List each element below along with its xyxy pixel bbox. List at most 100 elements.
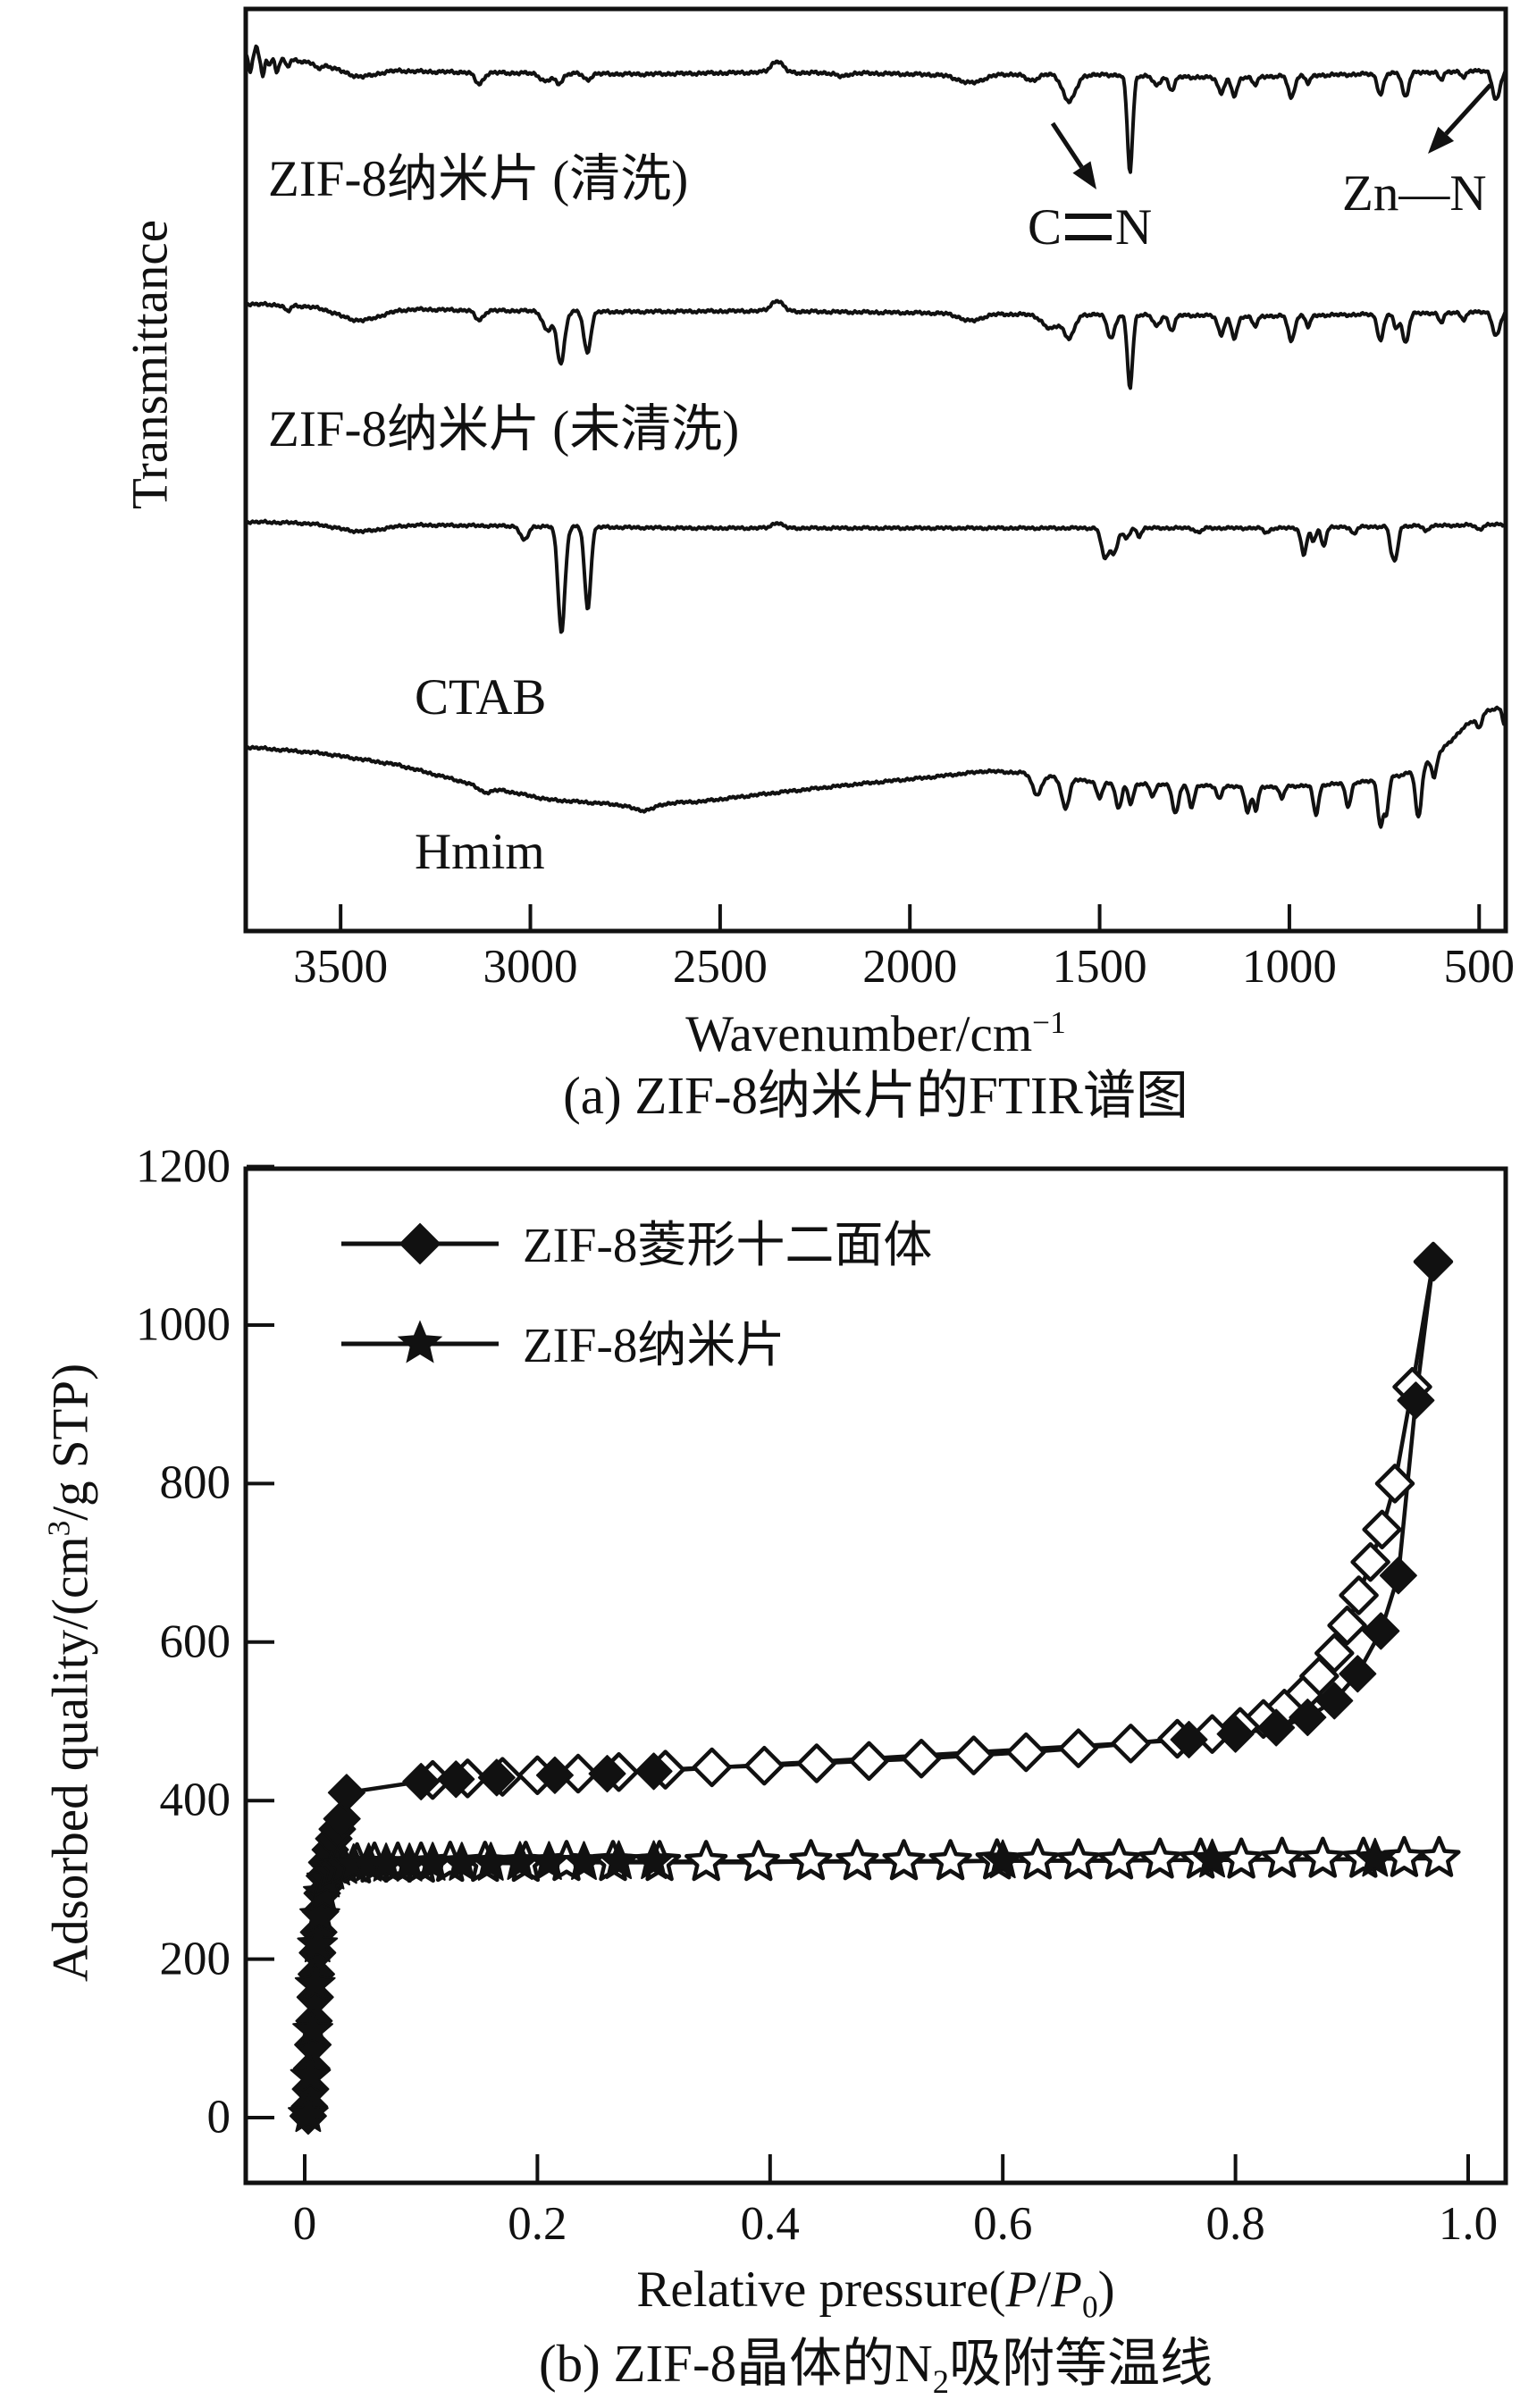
panel-b-y-axis-label-post: /g STP) — [42, 1363, 99, 1521]
star-marker-desorption — [684, 1840, 728, 1882]
panel-b-y-axis-label-sup: 3 — [41, 1520, 77, 1537]
star-marker-desorption — [882, 1839, 926, 1881]
panel-b-y-tick-1200: 1200 — [136, 1140, 231, 1193]
annotation-zn-n: Zn—N — [1342, 165, 1487, 222]
diamond-marker-adsorption — [1414, 1243, 1452, 1281]
diamond-marker-desorption — [901, 1738, 942, 1779]
diamond-marker-adsorption — [1216, 1715, 1255, 1753]
star-marker-adsorption — [294, 1963, 336, 2002]
panel-b-caption: (b) ZIF-8晶体的N2吸附等温线 — [539, 2337, 1213, 2398]
star-marker-adsorption — [633, 1840, 675, 1880]
diamond-marker-desorption — [1350, 1541, 1390, 1582]
trace-label-zif8-unwashed: ZIF-8纳米片 (未清洗) — [268, 401, 740, 457]
ftir-trace-2 — [245, 518, 1507, 634]
diamond-marker-adsorption — [477, 1758, 516, 1797]
trace-label-hmim: Hmim — [415, 824, 545, 880]
star-marker-desorption — [1260, 1836, 1304, 1878]
diamond-marker-adsorption — [1362, 1612, 1400, 1650]
star-marker-adsorption — [1355, 1837, 1396, 1877]
diamond-marker-adsorption — [327, 1774, 365, 1812]
trace-label-zif8-washed: ZIF-8纳米片 (清洗) — [268, 151, 689, 207]
annotation-c-n-left: C — [1028, 199, 1062, 256]
panel-a-x-tick-2500: 2500 — [672, 941, 768, 993]
diamond-marker-adsorption — [634, 1752, 673, 1791]
panel-b-x-tick-1.0: 1.0 — [1438, 2198, 1499, 2250]
panel-b-y-tick-400: 400 — [159, 1774, 231, 1826]
diamond-marker-adsorption — [402, 1762, 441, 1800]
star-marker-desorption — [789, 1839, 833, 1881]
diamond-marker-desorption — [1339, 1575, 1379, 1615]
panel-b-y-tick-200: 200 — [159, 1933, 231, 1985]
panel-b-caption-sub: 2 — [932, 2362, 950, 2400]
panel-a-x-tick-3000: 3000 — [483, 941, 578, 993]
panel-b-y-tick-600: 600 — [159, 1615, 231, 1668]
panel-a-x-axis-label-text: Wavenumber/cm — [685, 1006, 1033, 1062]
panel-b-y-tick-800: 800 — [159, 1456, 231, 1509]
star-marker-desorption — [1016, 1838, 1060, 1880]
star-marker-desorption — [1138, 1837, 1182, 1879]
panel-b-x-axis-label-P2: P — [1051, 2261, 1082, 2318]
panel-b-x-axis-label-slash: / — [1037, 2261, 1052, 2318]
star-marker-adsorption — [288, 2093, 329, 2133]
panel-a-x-tick-2000: 2000 — [862, 941, 958, 993]
panel-b-caption-pre: (b) ZIF-8晶体的N — [538, 2334, 933, 2393]
star-marker-adsorption — [982, 1839, 1024, 1879]
star-marker-adsorption — [1191, 1838, 1233, 1878]
panel-a-y-axis-label: Transmittance — [122, 219, 179, 510]
star-marker-desorption — [1056, 1838, 1100, 1880]
diamond-marker-desorption — [1362, 1509, 1402, 1550]
panel-b-x-axis-label: Relative pressure(P/P0) — [636, 2264, 1114, 2323]
panel-b-x-tick-0.8: 0.8 — [1205, 2198, 1265, 2250]
panel-b-y-tick-0: 0 — [206, 2091, 231, 2144]
series-1-adsorption-line — [306, 1857, 1375, 2115]
legend-label-nanosheet: ZIF-8纳米片 — [523, 1318, 785, 1372]
arrow-c-n — [1072, 161, 1096, 189]
panel-b-y-axis-label-pre: Adsorbed quality/(cm — [42, 1536, 99, 1983]
star-marker-desorption — [1417, 1835, 1461, 1877]
panel-b-x-axis-label-sub: 0 — [1081, 2289, 1098, 2325]
ftir-trace-0 — [244, 44, 1507, 174]
diamond-marker-adsorption — [1257, 1708, 1296, 1747]
annotation-c-n-right: N — [1115, 199, 1153, 256]
series-0-adsorption-line — [306, 1261, 1436, 2117]
diamond-marker-desorption — [1058, 1728, 1099, 1768]
diamond-marker-adsorption — [437, 1760, 475, 1799]
diamond-marker-desorption — [796, 1743, 837, 1783]
diamond-marker-desorption — [1374, 1464, 1415, 1504]
double-bond-glyph — [1065, 214, 1113, 240]
panel-b-y-axis-label: Adsorbed quality/(cm3/g STP) — [41, 1363, 99, 1983]
diamond-marker-adsorption — [1289, 1699, 1327, 1737]
diamond-marker-adsorption — [1339, 1655, 1377, 1693]
panel-b-x-axis-label-pre: Relative pressure( — [636, 2261, 1006, 2318]
panel-b-x-tick-0: 0 — [292, 2198, 317, 2250]
panel-b-caption-post: 吸附等温线 — [949, 2334, 1213, 2393]
legend-diamond-marker — [399, 1222, 441, 1265]
star-marker-desorption — [1097, 1838, 1141, 1880]
star-marker-adsorption — [292, 2009, 333, 2048]
star-marker-adsorption — [297, 1923, 339, 1963]
panel-a-x-axis-label-sup: −1 — [1032, 1005, 1066, 1040]
panel-a-x-tick-1000: 1000 — [1241, 941, 1337, 993]
panel-a-x-tick-1500: 1500 — [1052, 941, 1147, 993]
star-marker-desorption — [928, 1839, 972, 1881]
panel-a-caption: (a) ZIF-8纳米片的FTIR谱图 — [563, 1066, 1188, 1125]
star-marker-desorption — [736, 1840, 780, 1882]
ftir-trace-1 — [245, 298, 1507, 390]
diamond-marker-desorption — [1327, 1605, 1367, 1646]
panel-a-x-tick-500: 500 — [1443, 941, 1516, 993]
diamond-marker-desorption — [744, 1745, 785, 1786]
panel-b-x-tick-0.6: 0.6 — [973, 2198, 1033, 2250]
arrow-zn-n — [1428, 126, 1455, 154]
diamond-marker-desorption — [953, 1735, 994, 1775]
diamond-marker-adsorption — [535, 1756, 574, 1794]
panel-b-x-tick-0.2: 0.2 — [508, 2198, 567, 2250]
trace-label-ctab: CTAB — [415, 669, 547, 726]
diamond-marker-adsorption — [588, 1755, 626, 1793]
diamond-marker-adsorption — [323, 1800, 361, 1838]
diamond-marker-desorption — [849, 1741, 889, 1782]
star-marker-desorption — [1301, 1836, 1345, 1878]
panel-b-x-axis-label-post: ) — [1097, 2261, 1115, 2318]
diamond-marker-adsorption — [1315, 1682, 1354, 1720]
